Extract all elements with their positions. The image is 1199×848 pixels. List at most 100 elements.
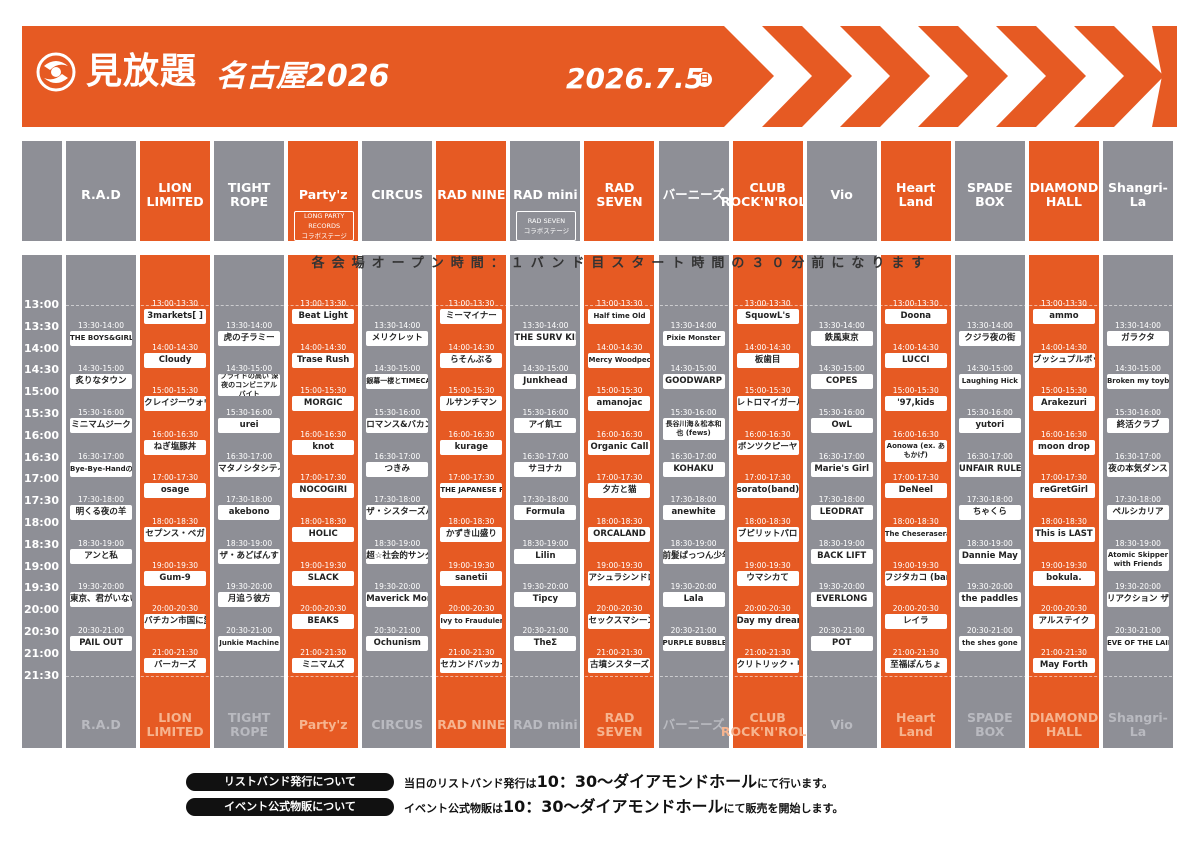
- artist-slot[interactable]: Gum-9: [144, 570, 207, 586]
- artist-slot[interactable]: 板歯目: [736, 352, 799, 368]
- artist-slot[interactable]: セプンス・ベガ: [144, 527, 207, 542]
- artist-slot[interactable]: Day my dream: [736, 614, 799, 630]
- artist-slot[interactable]: anewhite: [662, 505, 725, 521]
- artist-slot[interactable]: HOLIC: [292, 527, 355, 542]
- artist-slot[interactable]: レトロマイガール!!: [736, 396, 799, 412]
- artist-slot[interactable]: クジラ夜の街: [958, 330, 1021, 346]
- artist-slot[interactable]: 超☆社会的サンダル: [366, 548, 429, 564]
- artist-slot[interactable]: LEODRAT: [810, 505, 873, 521]
- artist-slot[interactable]: リアクション ザ ブッタ: [1106, 592, 1169, 608]
- artist-slot[interactable]: バチカン市国に愛されたい: [144, 614, 207, 630]
- artist-slot[interactable]: Cloudy: [144, 352, 207, 368]
- artist-slot[interactable]: プライドの高い 深夜のコンビニアルバイト: [218, 374, 281, 397]
- artist-slot[interactable]: Lilin: [514, 548, 577, 564]
- artist-slot[interactable]: レイラ: [884, 614, 947, 630]
- artist-slot[interactable]: セックスマシーン!!: [588, 614, 651, 630]
- artist-slot[interactable]: 明くる夜の羊: [70, 505, 132, 521]
- artist-slot[interactable]: '97,kids: [884, 396, 947, 412]
- artist-slot[interactable]: ブッシュプルボット: [1032, 352, 1095, 368]
- artist-slot[interactable]: knot: [292, 439, 355, 455]
- artist-slot[interactable]: 長谷川海＆松本和也 (fews): [662, 418, 725, 440]
- artist-slot[interactable]: Doona: [884, 309, 947, 324]
- artist-slot[interactable]: Organic Call: [588, 439, 651, 455]
- artist-slot[interactable]: akebono: [218, 505, 281, 521]
- artist-slot[interactable]: Ochunism: [366, 636, 429, 651]
- artist-slot[interactable]: 前髪ぱっつん少年: [662, 548, 725, 564]
- artist-slot[interactable]: ミニマムズ: [292, 657, 355, 673]
- artist-slot[interactable]: urei: [218, 418, 281, 433]
- artist-slot[interactable]: ザ・あどばんす: [218, 548, 281, 564]
- artist-slot[interactable]: 虎の子ラミー: [218, 330, 281, 346]
- artist-slot[interactable]: Aonowa (ex. あもかげ): [884, 439, 947, 462]
- artist-slot[interactable]: フジタカコ (band): [884, 570, 947, 586]
- artist-slot[interactable]: THE JAPANESE PRIDE: [440, 483, 503, 499]
- artist-slot[interactable]: amanojac: [588, 396, 651, 412]
- artist-slot[interactable]: the paddles: [958, 592, 1021, 608]
- artist-slot[interactable]: 古墳シスターズ: [588, 657, 651, 673]
- artist-slot[interactable]: ザ・シスターズハイ: [366, 505, 429, 521]
- artist-slot[interactable]: Maverick Mom: [366, 592, 429, 608]
- artist-slot[interactable]: アシュラシンドローム: [588, 570, 651, 586]
- artist-slot[interactable]: kurage: [440, 439, 503, 455]
- artist-slot[interactable]: ammo: [1032, 309, 1095, 324]
- artist-slot[interactable]: ミニマムジーク: [70, 418, 132, 433]
- artist-slot[interactable]: yutori: [958, 418, 1021, 433]
- artist-slot[interactable]: ルサンチマン: [440, 396, 503, 412]
- artist-slot[interactable]: PURPLE BUBBLE: [662, 636, 725, 651]
- artist-slot[interactable]: サヨナカ: [514, 461, 577, 477]
- artist-slot[interactable]: ミーマイナー: [440, 309, 503, 324]
- artist-slot[interactable]: ロマンス&バカンス: [366, 418, 429, 433]
- artist-slot[interactable]: LUCCI: [884, 352, 947, 368]
- artist-slot[interactable]: THE SURV KID: [514, 330, 577, 346]
- artist-slot[interactable]: かずき山盛り: [440, 527, 503, 542]
- artist-slot[interactable]: May Forth: [1032, 657, 1095, 673]
- artist-slot[interactable]: つきみ: [366, 461, 429, 477]
- artist-slot[interactable]: 夕方と猫: [588, 483, 651, 499]
- artist-slot[interactable]: ペルシカリア: [1106, 505, 1169, 521]
- artist-slot[interactable]: クレイジーウォウウォ!!: [144, 396, 207, 412]
- artist-slot[interactable]: アルステイク: [1032, 614, 1095, 630]
- artist-slot[interactable]: Lala: [662, 592, 725, 608]
- artist-slot[interactable]: sorato(band): [736, 483, 799, 499]
- artist-slot[interactable]: ORCALAND: [588, 527, 651, 542]
- artist-slot[interactable]: 至福ぽんちょ: [884, 657, 947, 673]
- artist-slot[interactable]: GOODWARP: [662, 374, 725, 390]
- artist-slot[interactable]: Junkhead: [514, 374, 577, 390]
- artist-slot[interactable]: BEAKS: [292, 614, 355, 630]
- artist-slot[interactable]: アンと私: [70, 548, 132, 564]
- artist-slot[interactable]: ねぎ塩豚丼: [144, 439, 207, 455]
- artist-slot[interactable]: ブピリットパロ: [736, 527, 799, 542]
- artist-slot[interactable]: OwL: [810, 418, 873, 433]
- artist-slot[interactable]: メリクレット: [366, 330, 429, 346]
- artist-slot[interactable]: The Cheserasera: [884, 527, 947, 542]
- artist-slot[interactable]: 夜の本気ダンス: [1106, 461, 1169, 477]
- artist-slot[interactable]: KOHAKU: [662, 461, 725, 477]
- artist-slot[interactable]: セカンドバッカー: [440, 657, 503, 673]
- artist-slot[interactable]: THE BOYS&GIRLS: [70, 330, 132, 346]
- artist-slot[interactable]: sanetii: [440, 570, 503, 586]
- artist-slot[interactable]: 炙りなタウン: [70, 374, 132, 390]
- artist-slot[interactable]: Beat Light: [292, 309, 355, 324]
- artist-slot[interactable]: ボンツクピーヤ: [736, 439, 799, 455]
- artist-slot[interactable]: ちゃくら: [958, 505, 1021, 521]
- artist-slot[interactable]: 東京、君がいない街: [70, 592, 132, 608]
- artist-slot[interactable]: This is LAST: [1032, 527, 1095, 542]
- artist-slot[interactable]: EVE OF THE LAIN: [1106, 636, 1169, 651]
- artist-slot[interactable]: Half time Old: [588, 309, 651, 324]
- artist-slot[interactable]: バーカーズ: [144, 657, 207, 673]
- artist-slot[interactable]: the shes gone: [958, 636, 1021, 651]
- artist-slot[interactable]: PAIL OUT: [70, 636, 132, 651]
- artist-slot[interactable]: NOCOGIRI: [292, 483, 355, 499]
- artist-slot[interactable]: Mercy Woodpecker: [588, 352, 651, 368]
- artist-slot[interactable]: osage: [144, 483, 207, 499]
- artist-slot[interactable]: POT: [810, 636, 873, 651]
- artist-slot[interactable]: 3markets[ ]: [144, 309, 207, 324]
- artist-slot[interactable]: Broken my toybox: [1106, 374, 1169, 390]
- artist-slot[interactable]: MORGIC: [292, 396, 355, 412]
- artist-slot[interactable]: らそんぶる: [440, 352, 503, 368]
- artist-slot[interactable]: Laughing Hick: [958, 374, 1021, 390]
- artist-slot[interactable]: アイ飢エ: [514, 418, 577, 433]
- artist-slot[interactable]: 銀幕一楼とTIMECAFE: [366, 374, 429, 390]
- artist-slot[interactable]: Atomic Skipper with Friends: [1106, 548, 1169, 571]
- artist-slot[interactable]: 終活クラブ: [1106, 418, 1169, 433]
